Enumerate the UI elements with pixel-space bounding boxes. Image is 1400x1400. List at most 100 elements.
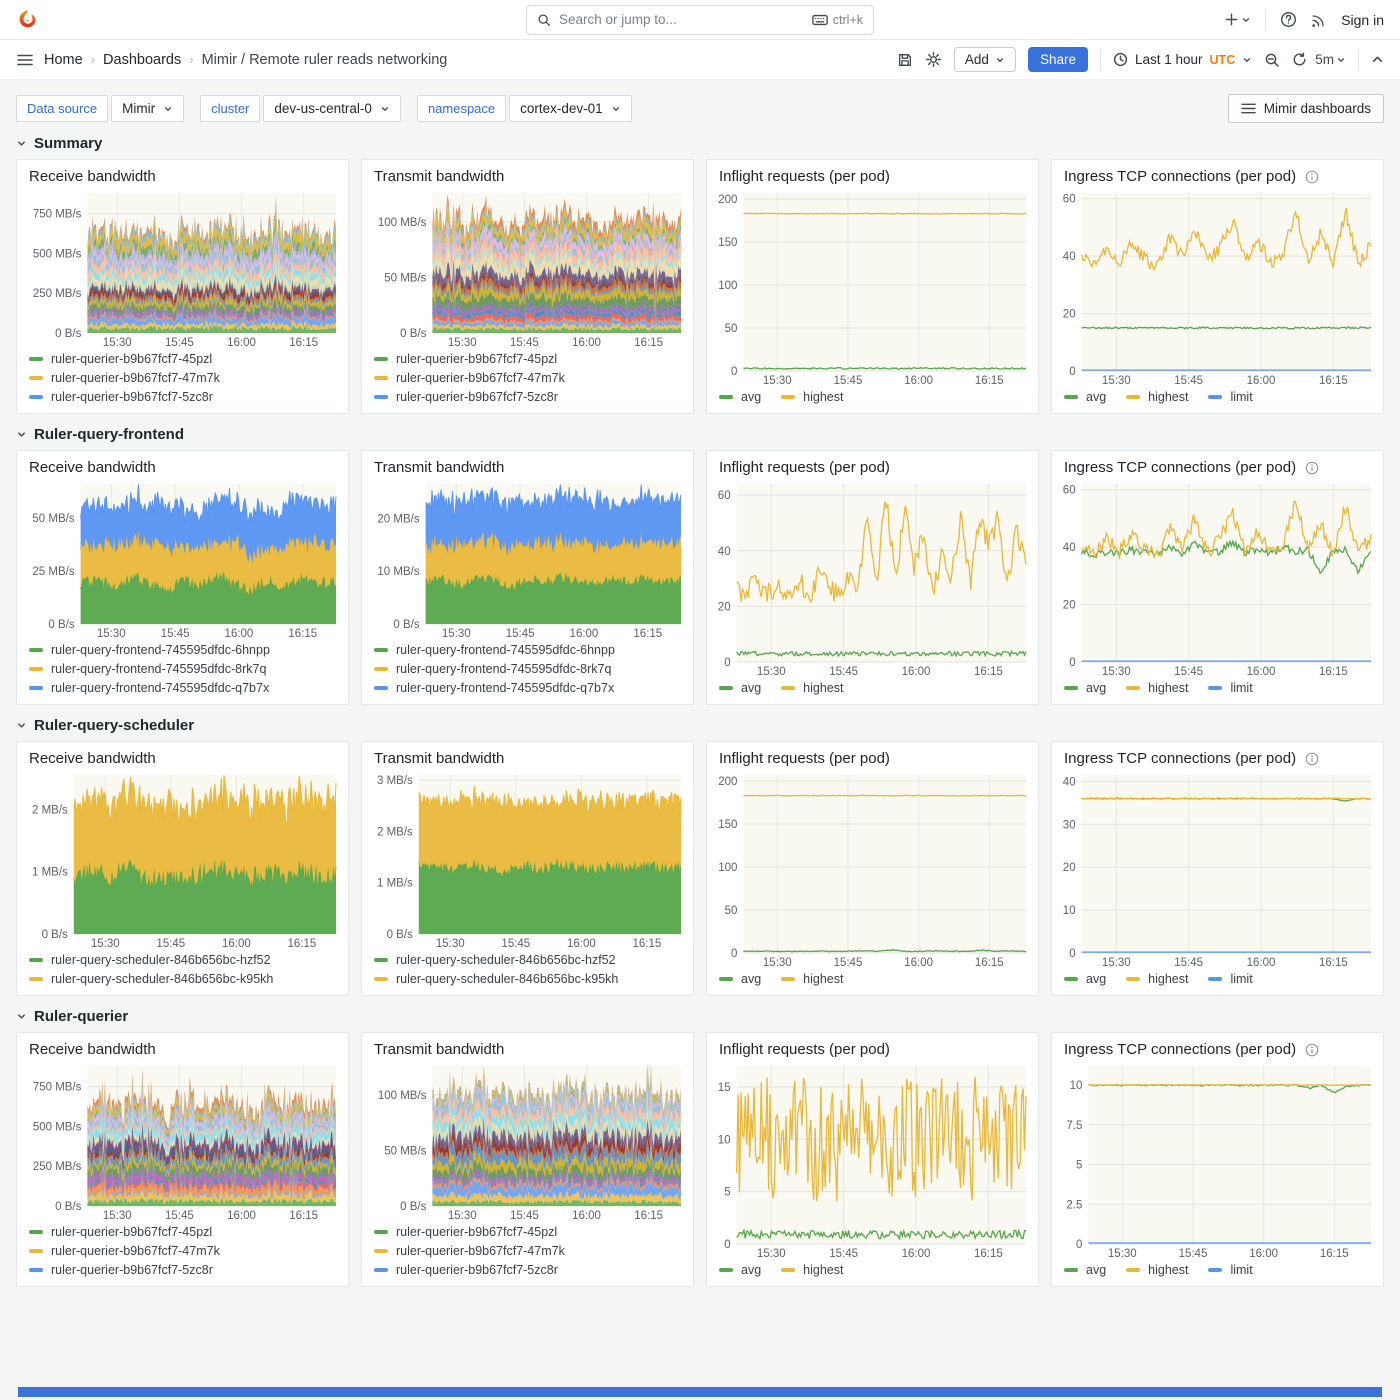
panel-header[interactable]: Inflight requests (per pod) (707, 451, 1038, 478)
legend-item[interactable]: ruler-querier-b9b67fcf7-5zc8r (374, 390, 681, 404)
breadcrumb-home[interactable]: Home (44, 51, 83, 68)
legend-item[interactable]: ruler-querier-b9b67fcf7-45pzl (29, 352, 336, 366)
panel-header[interactable]: Transmit bandwidth (362, 742, 693, 769)
legend-item[interactable]: ruler-query-frontend-745595dfdc-6hnpp (374, 643, 681, 657)
legend-item[interactable]: ruler-query-frontend-745595dfdc-q7b7x (29, 681, 336, 695)
legend-item[interactable]: avg (719, 681, 761, 695)
chart-canvas[interactable]: 15:30 15:45 16:00 16:15 0 B/s 25 MB/s 50 MB/s (23, 478, 342, 641)
legend-item[interactable]: ruler-querier-b9b67fcf7-45pzl (29, 1225, 336, 1239)
chart-canvas[interactable]: 15:30 15:45 16:00 16:15 0 20 40 60 (713, 478, 1032, 679)
panel-header[interactable]: Inflight requests (per pod) (707, 160, 1038, 187)
panel-header[interactable]: Transmit bandwidth (362, 451, 693, 478)
refresh-picker[interactable]: 5m (1292, 52, 1346, 67)
chart-canvas[interactable]: 15:30 15:45 16:00 16:15 0 B/s 10 MB/s 20 MB/s (368, 478, 687, 641)
add-button[interactable]: Add (953, 47, 1016, 72)
legend-item[interactable]: limit (1208, 1263, 1253, 1277)
mimir-dashboards-button[interactable]: Mimir dashboards (1227, 94, 1384, 123)
panel-header[interactable]: Receive bandwidth (17, 160, 348, 187)
panel-header[interactable]: Ingress TCP connections (per pod) (1052, 160, 1383, 187)
legend-item[interactable]: highest (1126, 390, 1188, 404)
legend-item[interactable]: avg (719, 390, 761, 404)
info-icon[interactable] (1305, 170, 1319, 184)
panel-header[interactable]: Receive bandwidth (17, 742, 348, 769)
section-header[interactable]: Ruler-query-scheduler (16, 717, 1384, 734)
grafana-logo-icon[interactable] (16, 8, 39, 32)
legend-item[interactable]: limit (1208, 681, 1253, 695)
help-icon[interactable] (1280, 11, 1297, 28)
variable-value-dropdown[interactable]: cortex-dev-01 (509, 95, 632, 122)
legend-item[interactable]: highest (781, 390, 843, 404)
legend-item[interactable]: avg (719, 1263, 761, 1277)
panel-header[interactable]: Transmit bandwidth (362, 1033, 693, 1060)
legend-item[interactable]: ruler-query-scheduler-846b656bc-hzf52 (374, 953, 681, 967)
panel-header[interactable]: Ingress TCP connections (per pod) (1052, 451, 1383, 478)
variable-value-dropdown[interactable]: Mimir (111, 95, 185, 122)
legend-item[interactable]: ruler-query-scheduler-846b656bc-k95kh (29, 972, 336, 986)
legend-item[interactable]: ruler-querier-b9b67fcf7-5zc8r (29, 390, 336, 404)
legend-item[interactable]: ruler-query-frontend-745595dfdc-8rk7q (374, 662, 681, 676)
chart-canvas[interactable]: 15:30 15:45 16:00 16:15 0 B/s 250 MB/s 500 MB/… (23, 187, 342, 350)
chart-canvas[interactable]: 15:30 15:45 16:00 16:15 0 50 100 150 200 (713, 187, 1032, 388)
chart-canvas[interactable]: 15:30 15:45 16:00 16:15 0 B/s 50 MB/s 100 MB/s (368, 187, 687, 350)
legend-item[interactable]: limit (1208, 972, 1253, 986)
chart-canvas[interactable]: 15:30 15:45 16:00 16:15 0 20 40 60 (1058, 478, 1377, 679)
save-icon[interactable] (897, 52, 913, 68)
search-input[interactable]: Search or jump to... ctrl+k (526, 4, 874, 35)
legend-item[interactable]: ruler-querier-b9b67fcf7-5zc8r (374, 1263, 681, 1277)
chart-canvas[interactable]: 15:30 15:45 16:00 16:15 0 B/s 50 MB/s 100 MB/s (368, 1060, 687, 1223)
chart-canvas[interactable]: 15:30 15:45 16:00 16:15 0 20 40 60 (1058, 187, 1377, 388)
legend-item[interactable]: ruler-query-frontend-745595dfdc-q7b7x (374, 681, 681, 695)
info-icon[interactable] (1305, 1043, 1319, 1057)
legend-item[interactable]: avg (1064, 972, 1106, 986)
info-icon[interactable] (1305, 461, 1319, 475)
panel-header[interactable]: Receive bandwidth (17, 1033, 348, 1060)
panel-header[interactable]: Ingress TCP connections (per pod) (1052, 742, 1383, 769)
breadcrumb-dashboards[interactable]: Dashboards (103, 51, 182, 68)
panel-header[interactable]: Ingress TCP connections (per pod) (1052, 1033, 1383, 1060)
legend-item[interactable]: ruler-query-scheduler-846b656bc-k95kh (374, 972, 681, 986)
legend-item[interactable]: ruler-query-scheduler-846b656bc-hzf52 (29, 953, 336, 967)
legend-item[interactable]: limit (1208, 390, 1253, 404)
legend-item[interactable]: ruler-querier-b9b67fcf7-45pzl (374, 1225, 681, 1239)
sign-in-link[interactable]: Sign in (1341, 11, 1384, 28)
share-button[interactable]: Share (1027, 47, 1088, 72)
legend-item[interactable]: highest (1126, 681, 1188, 695)
section-header[interactable]: Summary (16, 135, 1384, 152)
legend-item[interactable]: ruler-querier-b9b67fcf7-47m7k (374, 371, 681, 385)
legend-item[interactable]: ruler-querier-b9b67fcf7-47m7k (29, 371, 336, 385)
time-range-picker[interactable]: Last 1 hour UTC (1113, 52, 1252, 67)
gear-icon[interactable] (925, 51, 942, 68)
legend-item[interactable]: highest (781, 681, 843, 695)
info-icon[interactable] (1305, 752, 1319, 766)
panel-header[interactable]: Receive bandwidth (17, 451, 348, 478)
variable-value-dropdown[interactable]: dev-us-central-0 (263, 95, 401, 122)
legend-item[interactable]: ruler-querier-b9b67fcf7-45pzl (374, 352, 681, 366)
chart-canvas[interactable]: 15:30 15:45 16:00 16:15 0 B/s 1 MB/s 2 MB/s 3 M… (368, 769, 687, 951)
chart-canvas[interactable]: 15:30 15:45 16:00 16:15 0 5 10 15 (713, 1060, 1032, 1261)
legend-item[interactable]: avg (1064, 681, 1106, 695)
legend-item[interactable]: highest (1126, 1263, 1188, 1277)
legend-item[interactable]: ruler-query-frontend-745595dfdc-8rk7q (29, 662, 336, 676)
chevron-up-icon[interactable] (1371, 53, 1384, 66)
add-menu-button[interactable] (1224, 12, 1251, 27)
chart-canvas[interactable]: 15:30 15:45 16:00 16:15 0 B/s 250 MB/s 500 MB/… (23, 1060, 342, 1223)
legend-item[interactable]: ruler-querier-b9b67fcf7-47m7k (374, 1244, 681, 1258)
legend-item[interactable]: ruler-querier-b9b67fcf7-5zc8r (29, 1263, 336, 1277)
legend-item[interactable]: avg (719, 972, 761, 986)
legend-item[interactable]: highest (1126, 972, 1188, 986)
menu-icon[interactable] (16, 51, 34, 69)
chart-canvas[interactable]: 15:30 15:45 16:00 16:15 0 50 100 150 200 (713, 769, 1032, 970)
legend-item[interactable]: highest (781, 972, 843, 986)
chart-canvas[interactable]: 15:30 15:45 16:00 16:15 0 10 20 30 40 (1058, 769, 1377, 970)
panel-header[interactable]: Inflight requests (per pod) (707, 1033, 1038, 1060)
legend-item[interactable]: avg (1064, 1263, 1106, 1277)
legend-item[interactable]: avg (1064, 390, 1106, 404)
horizontal-scrollbar[interactable] (18, 1387, 1382, 1397)
chart-canvas[interactable]: 15:30 15:45 16:00 16:15 0 2.5 5 7.5 10 (1058, 1060, 1377, 1261)
panel-header[interactable]: Transmit bandwidth (362, 160, 693, 187)
section-header[interactable]: Ruler-query-frontend (16, 426, 1384, 443)
section-header[interactable]: Ruler-querier (16, 1008, 1384, 1025)
legend-item[interactable]: highest (781, 1263, 843, 1277)
legend-item[interactable]: ruler-query-frontend-745595dfdc-6hnpp (29, 643, 336, 657)
chart-canvas[interactable]: 15:30 15:45 16:00 16:15 0 B/s 1 MB/s 2 MB/s (23, 769, 342, 951)
